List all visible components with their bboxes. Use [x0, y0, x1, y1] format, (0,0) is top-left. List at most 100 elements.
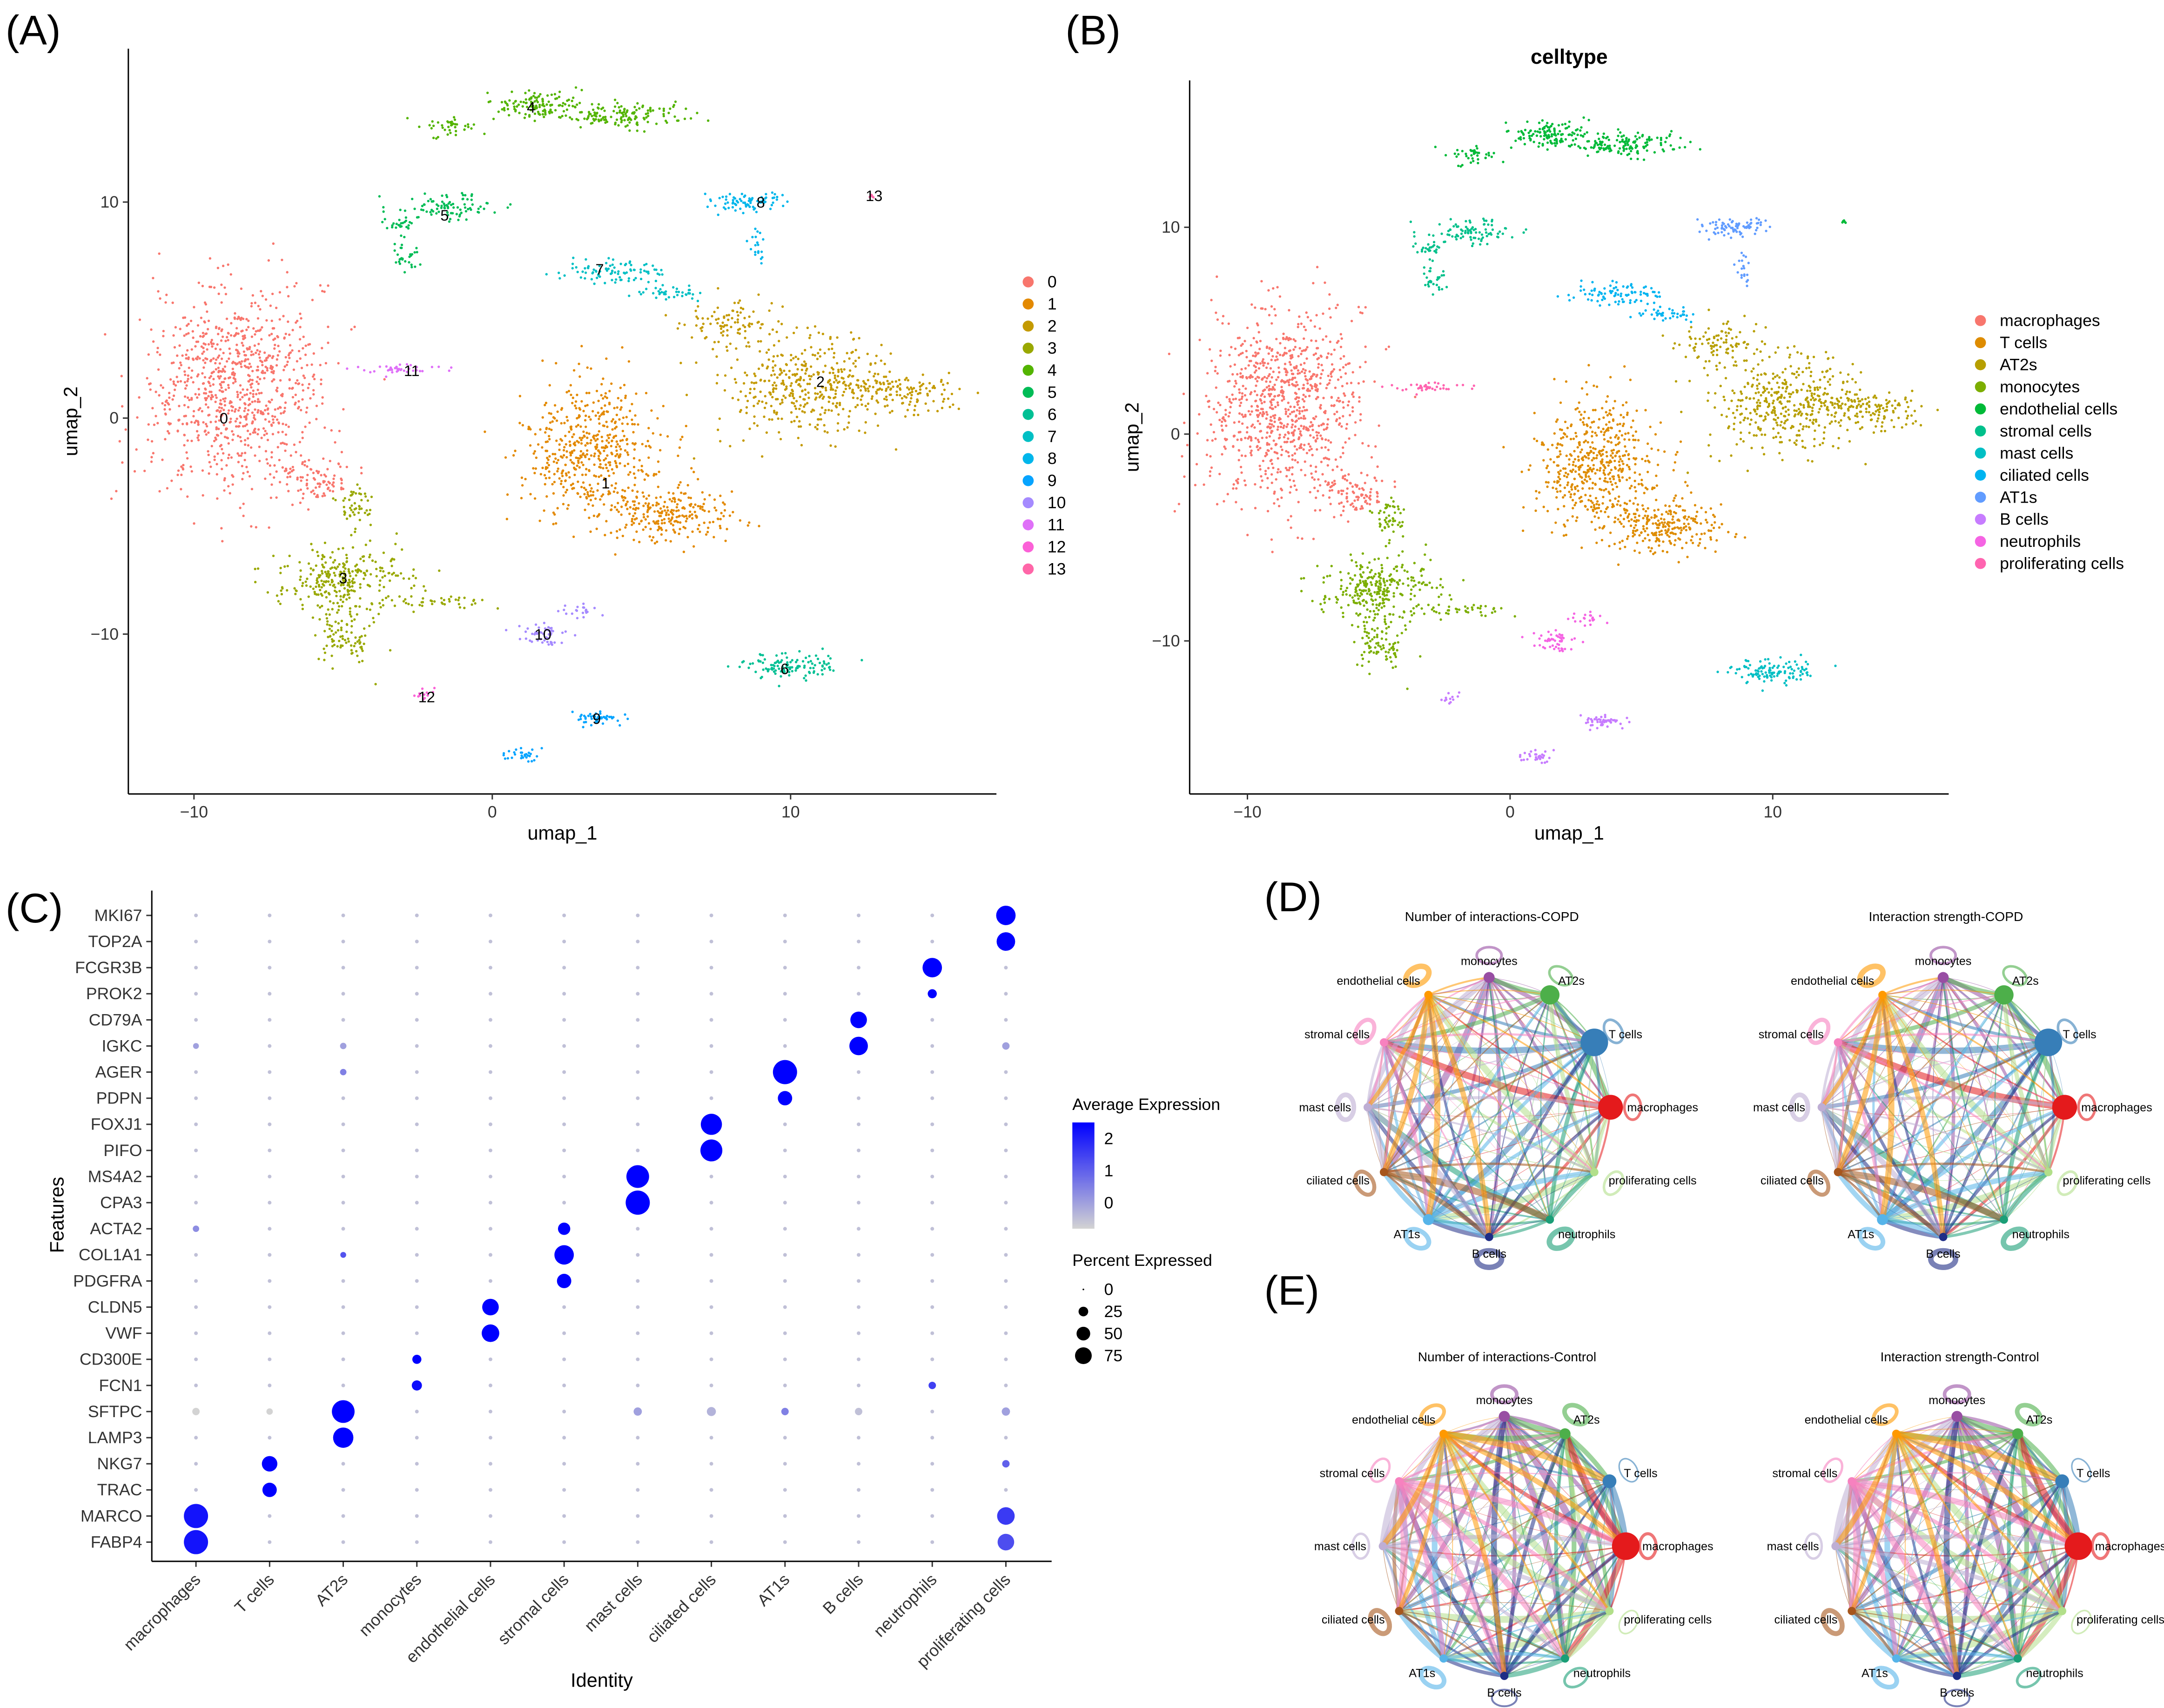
umap-point: [565, 456, 568, 459]
umap-point: [958, 388, 961, 390]
umap-point: [268, 334, 271, 337]
umap-point: [777, 320, 780, 323]
umap-point: [227, 383, 230, 387]
umap-point: [1232, 483, 1235, 486]
umap-point: [584, 271, 587, 274]
umap-point: [591, 494, 595, 497]
umap-point: [758, 201, 760, 204]
umap-point: [692, 293, 694, 296]
umap-point: [1259, 340, 1262, 343]
umap-point: [632, 538, 635, 541]
umap-point: [326, 487, 329, 491]
umap-point: [235, 332, 238, 335]
umap-point: [642, 291, 645, 294]
umap-point: [246, 430, 249, 432]
umap-point: [323, 492, 325, 495]
umap-point: [649, 527, 652, 531]
umap-point: [607, 437, 610, 439]
umap-point: [1289, 405, 1292, 408]
umap-point: [204, 403, 208, 406]
umap-point: [1265, 366, 1268, 369]
umap-point: [543, 509, 545, 512]
legend-key: [1022, 519, 1034, 531]
umap-point: [628, 262, 631, 264]
umap-point: [234, 312, 236, 315]
umap-point: [557, 610, 560, 612]
umap-point: [1302, 427, 1305, 430]
umap-point: [565, 491, 567, 494]
umap-point: [359, 558, 362, 560]
umap-point: [594, 439, 597, 442]
umap-point: [210, 390, 213, 393]
umap-point: [1308, 449, 1311, 452]
umap-point: [685, 517, 688, 520]
umap-point: [347, 581, 349, 584]
umap-point: [209, 375, 212, 378]
umap-point: [691, 513, 693, 516]
umap-point: [726, 528, 728, 531]
umap-point: [197, 434, 200, 437]
umap-point: [1323, 457, 1325, 460]
umap-point: [278, 481, 282, 484]
umap-point: [679, 362, 682, 364]
umap-point: [701, 508, 704, 511]
umap-point: [550, 428, 553, 431]
umap-point: [365, 607, 369, 611]
umap-point: [528, 89, 531, 92]
umap-point: [266, 369, 269, 372]
umap-point: [1359, 413, 1362, 416]
umap-point: [659, 511, 662, 514]
umap-point: [1370, 456, 1373, 459]
umap-point: [580, 485, 583, 489]
umap-point: [259, 377, 262, 381]
umap-point: [315, 404, 318, 407]
umap-point: [302, 389, 305, 392]
umap-point: [1595, 503, 1598, 505]
umap-point: [1262, 358, 1265, 361]
umap-point: [432, 136, 435, 139]
umap-point: [771, 418, 773, 421]
umap-point: [334, 631, 337, 634]
umap-point: [1259, 411, 1262, 415]
umap-point: [857, 379, 860, 382]
umap-point: [327, 325, 329, 328]
umap-point: [310, 491, 313, 493]
umap-point: [561, 631, 564, 634]
umap-point: [552, 460, 555, 463]
umap-point: [293, 443, 296, 446]
umap-point: [1319, 382, 1322, 385]
umap-point: [615, 465, 618, 469]
umap-point: [545, 450, 549, 452]
umap-point: [848, 387, 851, 390]
umap-point: [1270, 403, 1273, 406]
umap-point: [590, 717, 593, 720]
umap-point: [254, 454, 256, 457]
umap-point: [597, 273, 600, 276]
umap-point: [773, 344, 776, 347]
umap-point: [936, 410, 939, 413]
umap-point: [947, 397, 950, 400]
umap-point: [1280, 453, 1283, 457]
umap-point: [414, 265, 417, 268]
umap-point: [462, 194, 464, 196]
umap-point: [157, 368, 160, 371]
umap-point: [330, 654, 333, 657]
umap-point: [672, 286, 675, 289]
umap-point: [1603, 489, 1606, 492]
umap-point: [1351, 485, 1354, 488]
umap-point: [726, 334, 729, 337]
umap-point: [813, 354, 816, 357]
umap-point: [753, 387, 756, 390]
umap-point: [812, 666, 815, 670]
umap-point: [903, 395, 906, 398]
umap-point: [544, 402, 548, 404]
umap-point: [1279, 445, 1283, 448]
umap-point: [716, 322, 719, 325]
umap-point: [370, 573, 372, 576]
umap-point: [604, 118, 607, 121]
umap-point: [285, 443, 288, 446]
umap-point: [1235, 487, 1238, 490]
umap-point: [685, 424, 687, 428]
umap-point: [555, 439, 558, 442]
umap-point: [256, 411, 259, 414]
